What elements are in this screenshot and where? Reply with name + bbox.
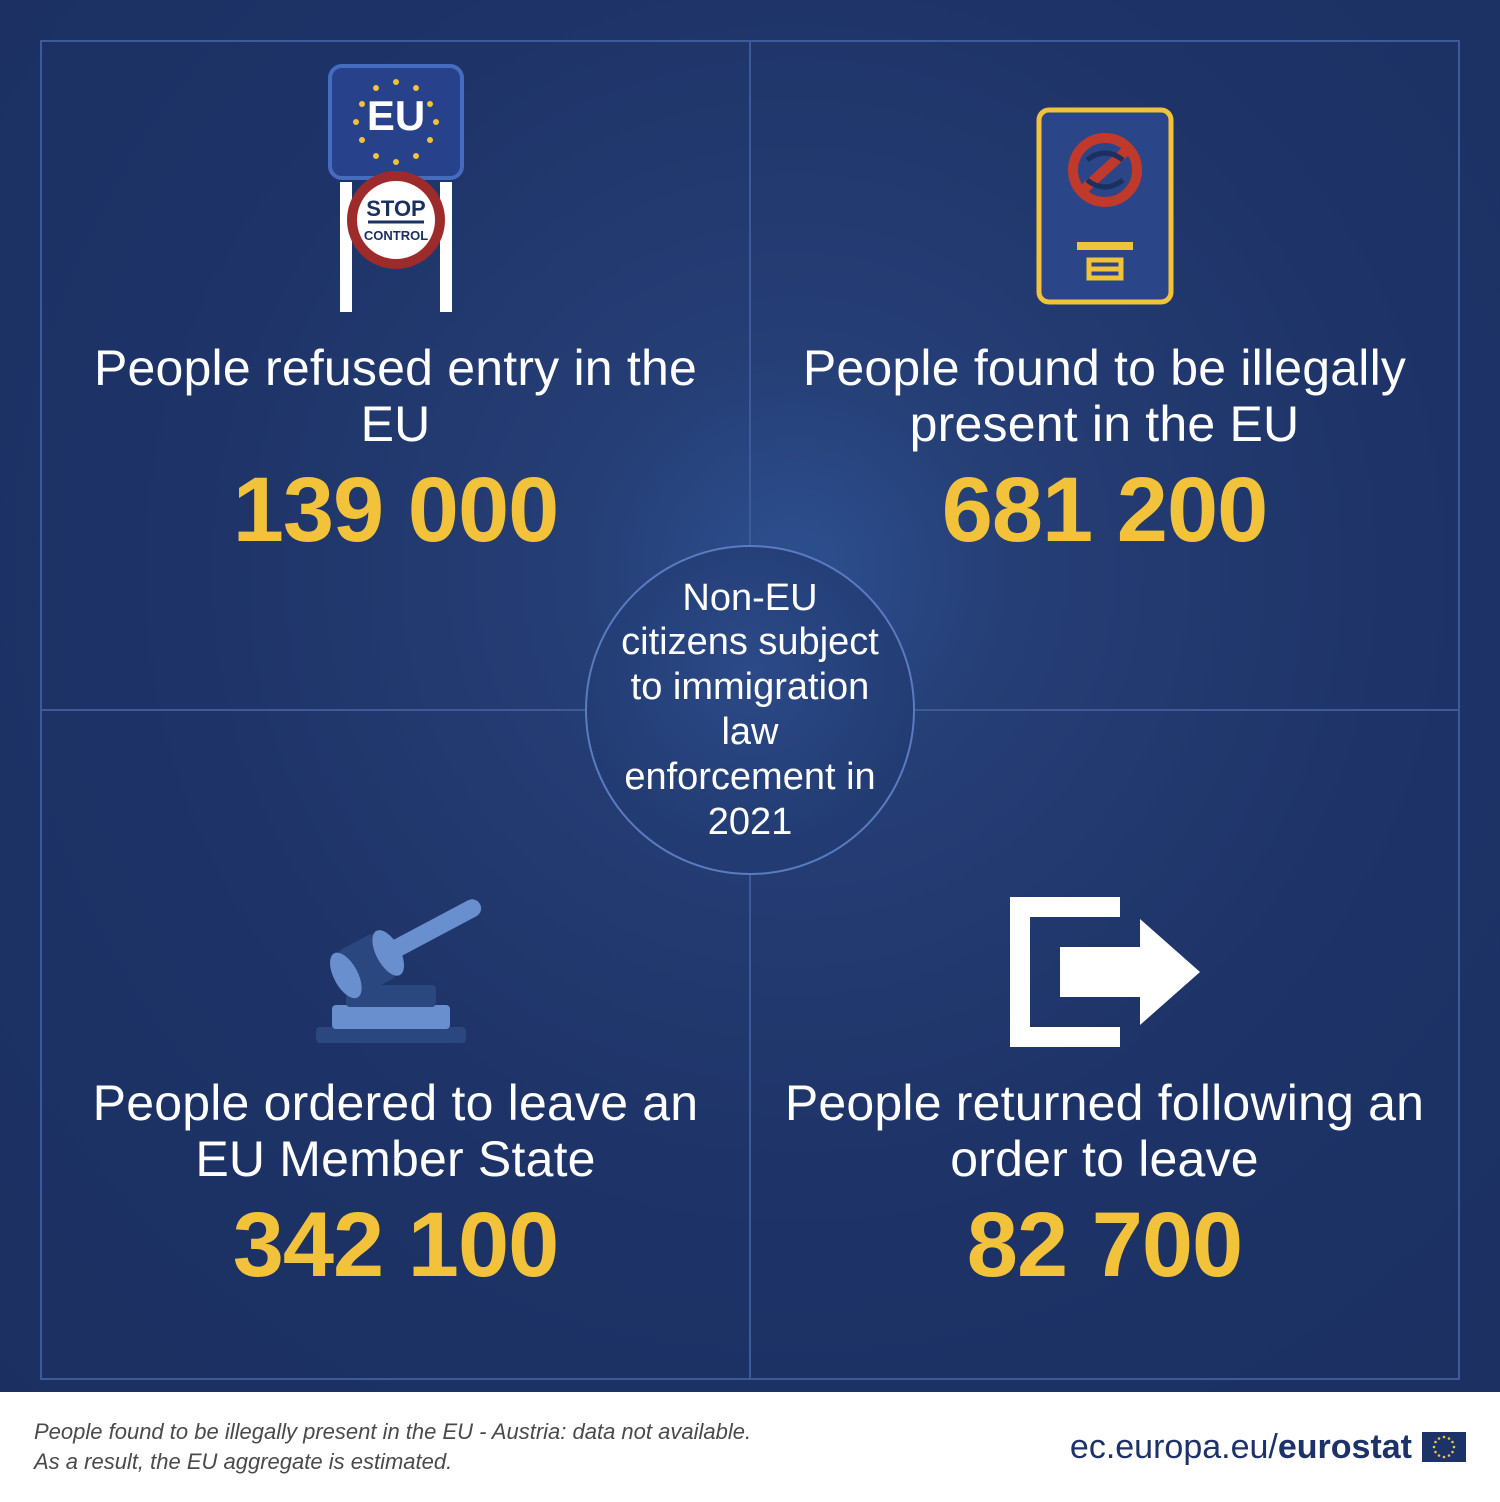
invalid-passport-icon (1015, 102, 1195, 322)
gavel-icon (276, 867, 516, 1057)
label-illegally-present: People found to be illegally present in … (781, 340, 1428, 452)
label-ordered-to-leave: People ordered to leave an EU Member Sta… (72, 1075, 719, 1187)
svg-text:CONTROL: CONTROL (363, 228, 427, 243)
center-circle: Non-EU citizens subject to immigration l… (585, 545, 915, 875)
value-refused-entry: 139 000 (233, 458, 559, 563)
source-name: eurostat (1278, 1428, 1412, 1466)
border-stop-sign-icon: EU STOP CONTROL (296, 102, 496, 322)
source: ec.europa.eu/eurostat (1070, 1428, 1466, 1467)
label-returned: People returned following an order to le… (781, 1075, 1428, 1187)
infographic-container: EU STOP CONTROL People refused entry in (0, 0, 1500, 1502)
value-returned: 82 700 (967, 1193, 1242, 1298)
footnote-line2: As a result, the EU aggregate is estimat… (34, 1449, 452, 1474)
quadrant-grid: EU STOP CONTROL People refused entry in (40, 40, 1460, 1380)
source-prefix: ec.europa.eu/ (1070, 1428, 1278, 1466)
footer: People found to be illegally present in … (0, 1392, 1500, 1502)
svg-text:EU: EU (366, 92, 424, 139)
footnote: People found to be illegally present in … (34, 1417, 751, 1476)
label-refused-entry: People refused entry in the EU (72, 340, 719, 452)
value-illegally-present: 681 200 (942, 458, 1268, 563)
exit-arrow-icon (990, 867, 1220, 1057)
center-title: Non-EU citizens subject to immigration l… (615, 576, 885, 845)
value-ordered-to-leave: 342 100 (233, 1193, 559, 1298)
svg-text:STOP: STOP (366, 196, 426, 221)
eu-flag-icon (1422, 1432, 1466, 1462)
footnote-line1: People found to be illegally present in … (34, 1419, 751, 1444)
